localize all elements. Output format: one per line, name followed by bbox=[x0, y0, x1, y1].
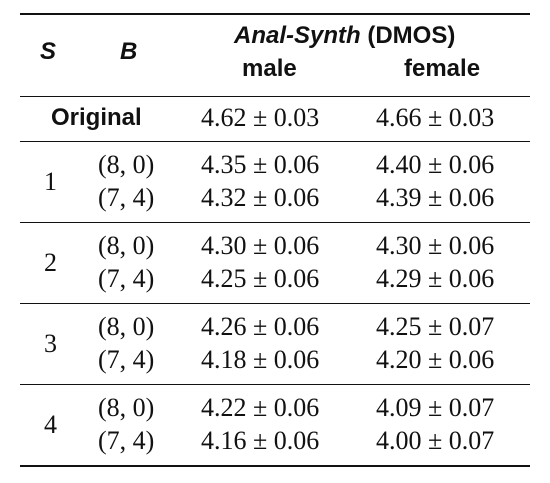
header-male: male bbox=[242, 55, 297, 82]
header-female: female bbox=[404, 55, 481, 82]
group-2-male-2: 4.25 ± 0.06 bbox=[201, 264, 320, 293]
group-2-b-2: (7, 4) bbox=[98, 264, 155, 293]
header-s: S bbox=[40, 38, 57, 65]
group-1-male-2: 4.32 ± 0.06 bbox=[201, 183, 320, 212]
group-3-male-1: 4.26 ± 0.06 bbox=[201, 312, 320, 341]
group-3-rule bbox=[20, 384, 530, 385]
group-2-s: 2 bbox=[44, 248, 57, 277]
group-1-female-1: 4.40 ± 0.06 bbox=[376, 150, 495, 179]
header-group-title-suffix: (DMOS) bbox=[360, 22, 456, 49]
group-4-female-2: 4.00 ± 0.07 bbox=[376, 426, 495, 455]
group-4-b-2: (7, 4) bbox=[98, 426, 155, 455]
group-4-female-1: 4.09 ± 0.07 bbox=[376, 393, 495, 422]
original-male: 4.62 ± 0.03 bbox=[201, 103, 320, 132]
group-3-male-2: 4.18 ± 0.06 bbox=[201, 345, 320, 374]
group-4-male-1: 4.22 ± 0.06 bbox=[201, 393, 320, 422]
group-1-b-2: (7, 4) bbox=[98, 183, 155, 212]
header-group-title: Anal-Synth (DMOS) bbox=[234, 21, 455, 51]
header-group-title-italic: Anal-Synth bbox=[234, 22, 361, 49]
group-3-b-1: (8, 0) bbox=[98, 312, 155, 341]
group-2-b-1: (8, 0) bbox=[98, 231, 155, 260]
group-2-male-1: 4.30 ± 0.06 bbox=[201, 231, 320, 260]
group-1-female-2: 4.39 ± 0.06 bbox=[376, 183, 495, 212]
group-2-female-2: 4.29 ± 0.06 bbox=[376, 264, 495, 293]
group-1-b-1: (8, 0) bbox=[98, 150, 155, 179]
bottom-rule bbox=[20, 465, 530, 467]
group-3-s: 3 bbox=[44, 329, 57, 358]
original-label: Original bbox=[51, 104, 142, 131]
group-4-b-1: (8, 0) bbox=[98, 393, 155, 422]
original-rule bbox=[20, 141, 530, 142]
group-4-s: 4 bbox=[44, 410, 57, 439]
group-3-female-2: 4.20 ± 0.06 bbox=[376, 345, 495, 374]
group-2-female-1: 4.30 ± 0.06 bbox=[376, 231, 495, 260]
header-b: B bbox=[120, 38, 138, 65]
top-rule bbox=[20, 13, 530, 15]
group-1-s: 1 bbox=[44, 167, 57, 196]
group-3-female-1: 4.25 ± 0.07 bbox=[376, 312, 495, 341]
group-1-male-1: 4.35 ± 0.06 bbox=[201, 150, 320, 179]
group-1-rule bbox=[20, 222, 530, 223]
header-rule bbox=[20, 96, 530, 97]
group-4-male-2: 4.16 ± 0.06 bbox=[201, 426, 320, 455]
group-3-b-2: (7, 4) bbox=[98, 345, 155, 374]
group-2-rule bbox=[20, 303, 530, 304]
original-female: 4.66 ± 0.03 bbox=[376, 103, 495, 132]
